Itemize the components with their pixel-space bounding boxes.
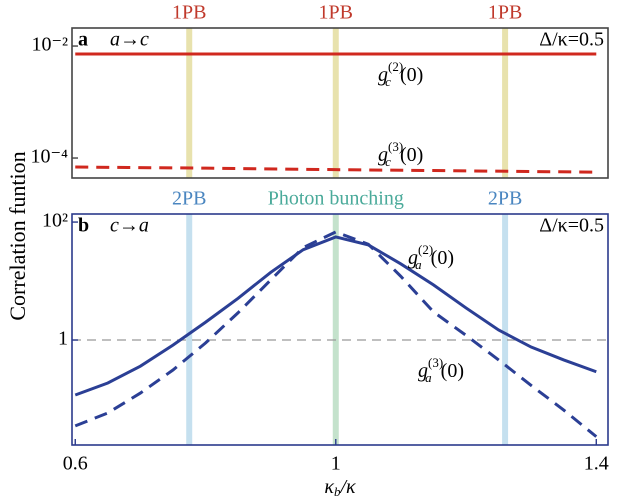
band [186, 214, 193, 445]
x-tick-label: 1 [331, 453, 341, 475]
label-sub: a [425, 370, 432, 385]
band [186, 28, 193, 178]
label-sub: c [385, 154, 391, 169]
plot-frame [71, 27, 609, 179]
label-sup: (3) [388, 139, 403, 154]
y-axis-label: Correlation funtion [5, 151, 30, 320]
panel-parameter: Δ/κ=0.5 [539, 29, 604, 51]
x-axis-label: κb/κ [324, 476, 356, 499]
label-base: g [378, 64, 388, 86]
curve-label: g(2) a (0) [408, 242, 454, 272]
label-arg: (0) [400, 144, 423, 166]
label-base: g [408, 247, 418, 269]
y-tick-label: 10⁻² [31, 34, 68, 56]
series-line [74, 230, 598, 438]
x-tick-label: 1.4 [584, 453, 609, 475]
band-label: Photon bunching [268, 188, 404, 210]
y-tick-label: 10² [42, 210, 68, 232]
plot-frame [71, 213, 609, 446]
label-arg: (0) [431, 247, 454, 269]
panel-mapping: c→a [110, 215, 149, 237]
label-sup: (2) [418, 242, 433, 257]
x-label-base: κ [324, 476, 334, 498]
x-label-sub: b [334, 484, 341, 499]
band [332, 28, 339, 178]
plot-area [75, 28, 597, 178]
y-tick-label: 1 [58, 328, 68, 350]
band-label: 1PB [172, 2, 206, 24]
series-line [75, 165, 597, 174]
panel-letter: b [78, 215, 89, 237]
y-tick-label: 10⁻⁴ [30, 146, 68, 168]
series-line [74, 235, 597, 397]
curve-label: g(2) c (0) [378, 59, 423, 89]
band [502, 28, 509, 178]
band [332, 214, 339, 445]
panel-letter: a [78, 29, 88, 51]
label-base: g [378, 144, 388, 166]
band-label: 2PB [172, 188, 206, 210]
label-arg: (0) [400, 64, 423, 86]
label-base: g [418, 360, 428, 382]
plot-area [72, 214, 608, 445]
band-label: 1PB [488, 2, 522, 24]
band [502, 214, 509, 445]
label-sub: c [385, 74, 391, 89]
label-sup: (3) [428, 355, 443, 370]
band-label: 2PB [488, 188, 522, 210]
label-sub: a [415, 257, 422, 272]
panel-mapping: a→c [110, 29, 149, 51]
x-tick-label: 0.6 [63, 453, 88, 475]
curve-label: g(3) c (0) [378, 139, 423, 169]
band-label: 1PB [319, 2, 353, 24]
curve-label: g(3) a (0) [418, 355, 464, 385]
label-sup: (2) [388, 59, 403, 74]
label-arg: (0) [441, 360, 464, 382]
x-label-rest: /κ [339, 476, 356, 498]
panel-parameter: Δ/κ=0.5 [539, 215, 604, 237]
